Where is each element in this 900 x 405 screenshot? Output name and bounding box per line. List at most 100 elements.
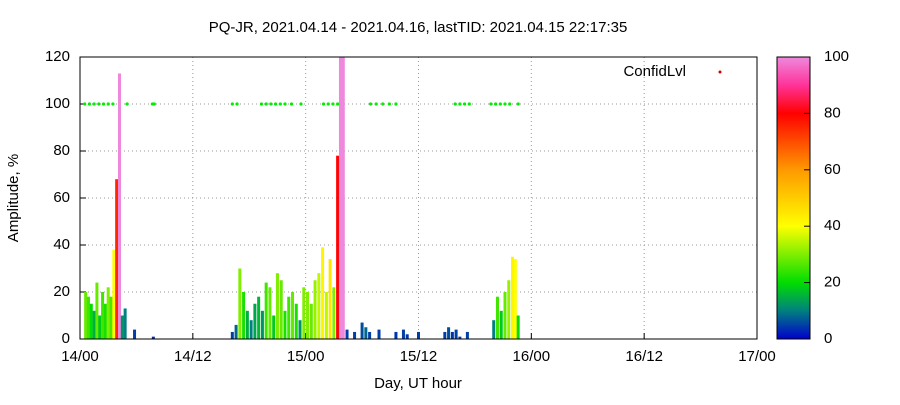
bar — [511, 256, 515, 339]
bar — [298, 320, 302, 339]
bar — [89, 303, 93, 339]
x-tick-label: 14/00 — [61, 348, 99, 365]
bar — [513, 259, 517, 339]
bar — [507, 280, 511, 339]
bar — [317, 273, 321, 339]
bar — [245, 310, 249, 339]
dot — [462, 102, 467, 106]
bar — [454, 329, 458, 339]
bar — [321, 247, 325, 339]
bar — [328, 259, 332, 339]
bar — [109, 296, 113, 339]
bar — [257, 296, 261, 339]
bar — [264, 282, 268, 339]
dot — [453, 102, 457, 106]
x-tick-label: 16/00 — [513, 348, 551, 365]
dot — [125, 102, 129, 106]
bar — [401, 329, 405, 339]
bar — [112, 249, 116, 339]
dot — [508, 102, 512, 106]
bar — [133, 329, 137, 339]
colorbar-tick-label: 80 — [824, 104, 841, 121]
bar — [465, 331, 469, 339]
dot — [299, 102, 303, 106]
y-tick-label: 0 — [62, 330, 70, 347]
colorbar-tick-label: 0 — [824, 330, 832, 347]
dot — [516, 102, 520, 106]
bar — [345, 329, 349, 339]
x-tick-label: 15/12 — [400, 348, 438, 365]
dot — [111, 102, 115, 106]
bar — [117, 73, 121, 339]
bar — [492, 320, 496, 339]
dot — [283, 102, 287, 106]
bar — [516, 315, 520, 339]
bar — [103, 303, 107, 339]
dot — [458, 102, 462, 106]
bar — [360, 322, 364, 339]
bar — [234, 324, 238, 339]
dot — [97, 102, 101, 106]
dot — [101, 102, 106, 106]
bar — [238, 268, 242, 339]
y-axis-label: Amplitude, % — [5, 154, 22, 242]
bar — [377, 329, 381, 339]
bar — [306, 292, 310, 339]
bar — [120, 315, 124, 339]
dot — [269, 102, 273, 106]
dot — [394, 102, 398, 106]
bar — [84, 292, 88, 339]
bar — [272, 315, 276, 339]
dot — [83, 102, 87, 106]
y-tick-label: 120 — [45, 48, 70, 65]
dot — [387, 102, 391, 106]
bar — [368, 331, 372, 339]
dot — [230, 102, 234, 106]
bar — [283, 310, 287, 339]
dot — [152, 102, 156, 106]
dot — [368, 102, 373, 106]
legend-label: ConfidLvl — [623, 63, 686, 80]
bar — [443, 331, 447, 339]
dot — [278, 102, 282, 106]
bar — [86, 296, 90, 339]
dot — [381, 102, 385, 106]
y-tick-label: 80 — [53, 142, 70, 159]
bar — [302, 287, 306, 339]
bar — [332, 287, 336, 339]
bar — [341, 57, 345, 339]
y-tick-label: 100 — [45, 95, 70, 112]
bar — [503, 292, 507, 339]
dot — [106, 102, 110, 106]
bar — [106, 287, 110, 339]
bar — [338, 57, 342, 339]
bar — [313, 280, 317, 339]
y-tick-label: 60 — [53, 189, 70, 206]
dot — [326, 102, 330, 106]
plot-frame — [79, 56, 758, 340]
chart-title: PQ-JR, 2021.04.14 - 2021.04.16, lastTID:… — [209, 19, 628, 36]
dot — [259, 102, 264, 106]
dot — [336, 102, 340, 106]
y-tick-label: 40 — [53, 236, 70, 253]
bar — [275, 273, 279, 339]
x-tick-label: 14/12 — [174, 348, 212, 365]
bar — [151, 336, 155, 339]
dot — [264, 102, 268, 106]
bar — [249, 320, 253, 339]
x-axis-label: Day, UT hour — [374, 375, 462, 392]
bar — [447, 327, 451, 339]
bar — [499, 310, 503, 339]
dot — [374, 102, 378, 106]
bar — [115, 179, 119, 339]
x-tick-label: 15/00 — [287, 348, 325, 365]
bar — [92, 310, 96, 339]
dot — [331, 102, 335, 106]
bar — [287, 296, 291, 339]
bar — [230, 331, 234, 339]
bar — [290, 292, 295, 339]
bar — [95, 282, 99, 339]
bar — [260, 310, 264, 339]
bar — [279, 280, 283, 339]
legend-marker — [718, 70, 722, 74]
